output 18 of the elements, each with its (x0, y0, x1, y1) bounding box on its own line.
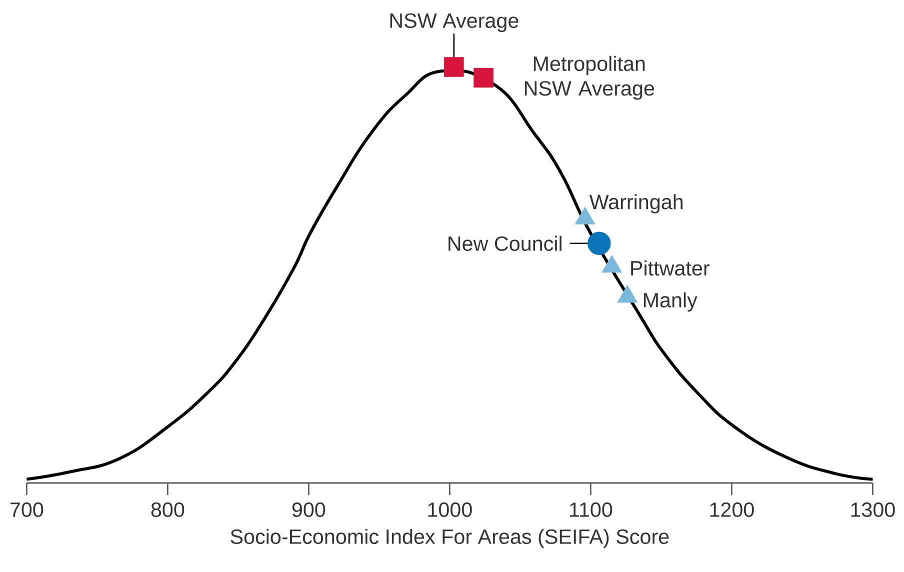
point (617, 285, 638, 303)
x-axis-title: Socio-Economic Index For Areas (SEIFA) Score (230, 528, 669, 548)
point (602, 255, 622, 273)
x-tick-label: 1100 (570, 502, 612, 518)
x-tick-label: 1200 (710, 502, 754, 518)
series-label: Pittwater (631, 260, 710, 276)
series-label: New Council (448, 236, 562, 251)
x-tick-label: 800 (151, 502, 184, 518)
point (444, 57, 464, 77)
x-tick-label: 700 (10, 502, 44, 518)
series-label: Metropolitan NSW Average (524, 56, 654, 100)
x-tick-label: 900 (292, 502, 326, 518)
series-label: Warringah (589, 194, 683, 214)
series-label: NSW Average (390, 13, 518, 32)
x-tick-label: 1000 (428, 502, 472, 518)
point (474, 68, 494, 88)
x-tick-label: 1300 (851, 502, 895, 518)
series-label: Manly (644, 292, 698, 312)
